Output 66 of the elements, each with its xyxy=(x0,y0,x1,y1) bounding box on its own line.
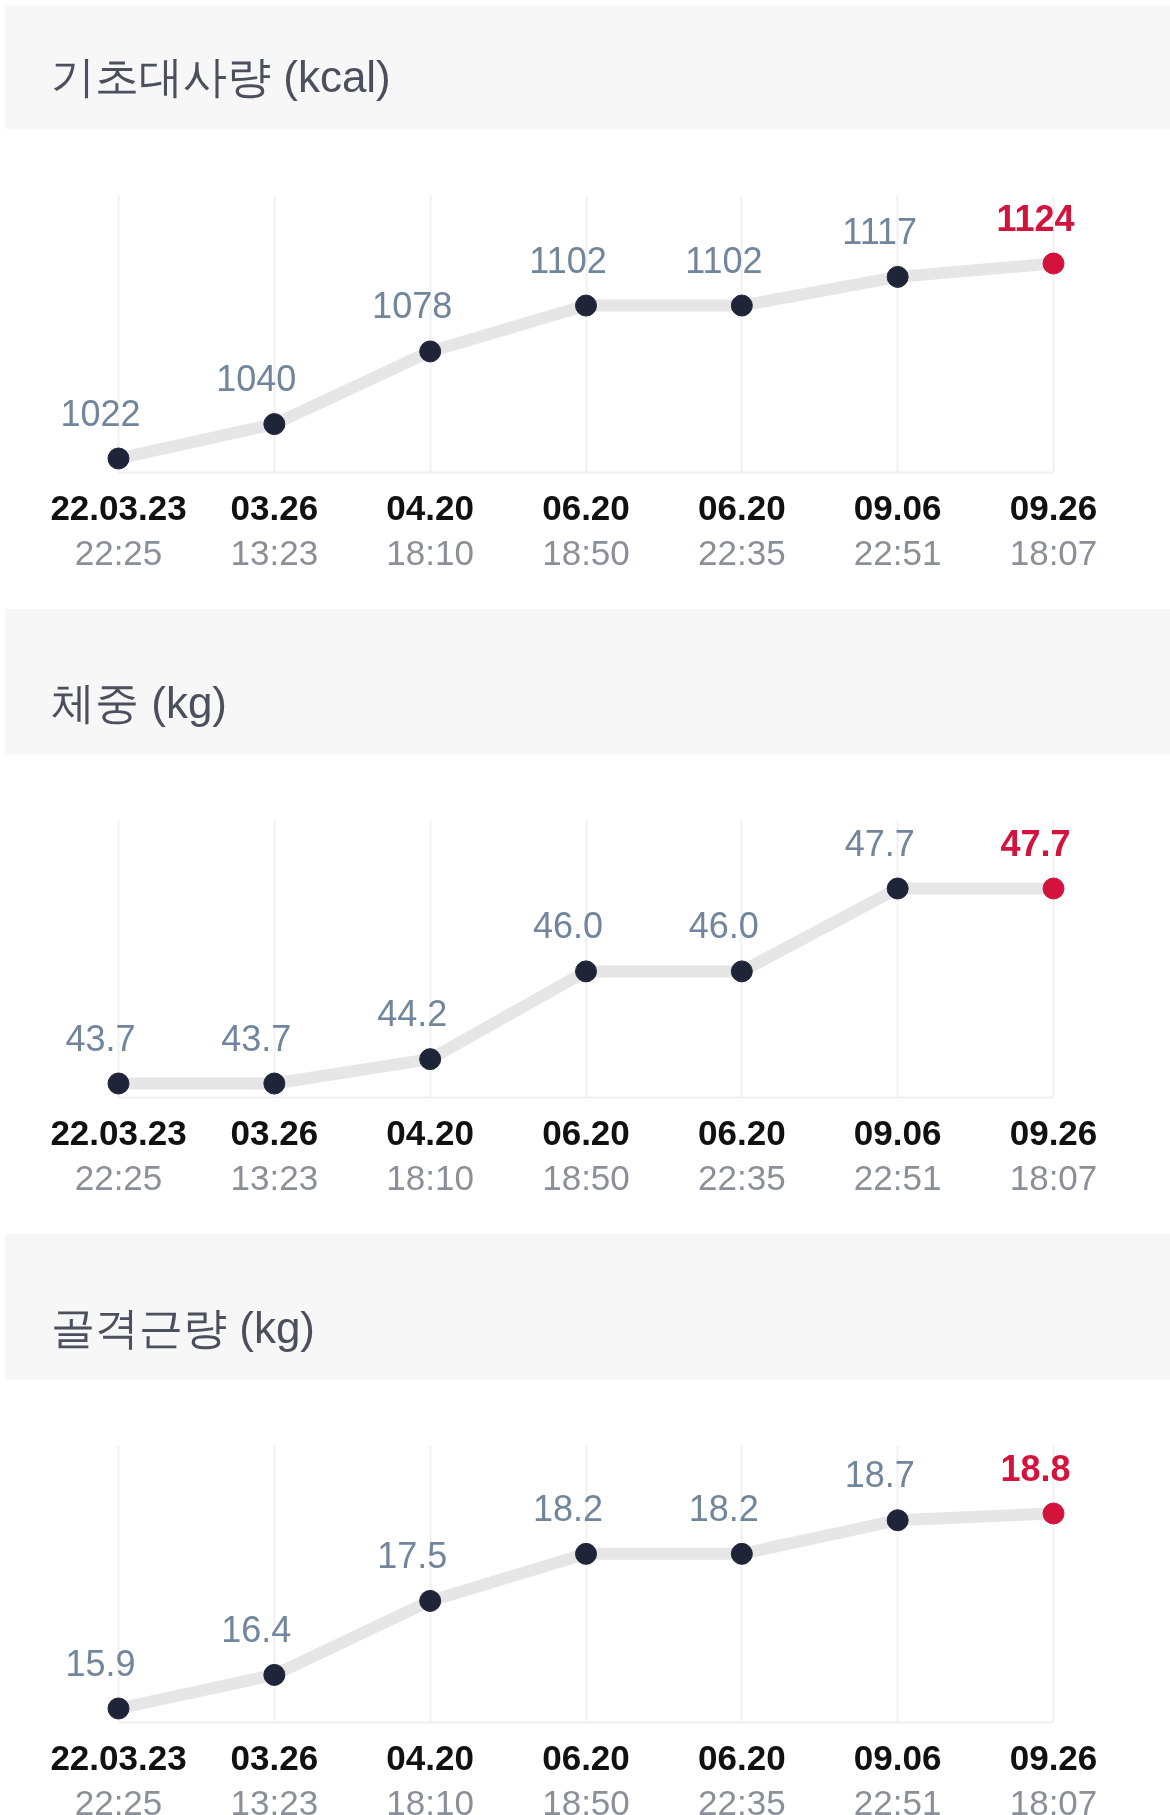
category-label: 09.06 22:51 xyxy=(853,487,942,572)
data-label: 1102 xyxy=(685,239,763,281)
point xyxy=(107,447,130,470)
category-label: 06.20 22:35 xyxy=(698,487,786,572)
data-label: 16.4 xyxy=(221,1608,292,1650)
category-label: 06.20 18:50 xyxy=(542,487,630,572)
point xyxy=(419,1048,442,1071)
point xyxy=(107,1072,130,1095)
point xyxy=(730,1542,753,1565)
data-label: 18.2 xyxy=(532,1487,604,1529)
data-label: 1124 xyxy=(996,197,1075,239)
data-label: 18.7 xyxy=(844,1454,915,1496)
data-label: 44.2 xyxy=(377,993,448,1035)
data-label: 47.7 xyxy=(844,822,915,864)
category-label: 09.26 18:07 xyxy=(1009,1737,1098,1815)
point xyxy=(575,960,597,983)
point xyxy=(575,294,597,317)
category-label: 04.20 18:10 xyxy=(386,1112,474,1197)
data-label: 1102 xyxy=(529,239,607,281)
data-label: 18.2 xyxy=(688,1487,759,1529)
point xyxy=(1042,1502,1065,1525)
data-label: 1022 xyxy=(60,392,141,434)
data-label: 1040 xyxy=(216,358,297,400)
point xyxy=(1042,252,1065,275)
point xyxy=(886,265,909,288)
data-label: 47.7 xyxy=(1000,822,1071,864)
data-label: 18.8 xyxy=(1000,1447,1071,1489)
point xyxy=(730,294,753,317)
data-label: 43.7 xyxy=(221,1017,292,1059)
category-label: 04.20 18:10 xyxy=(386,487,474,572)
category-label: 09.26 18:07 xyxy=(1009,1112,1098,1197)
data-label: 1117 xyxy=(842,210,918,252)
point xyxy=(575,1542,597,1565)
point xyxy=(886,877,909,900)
category-label: 22.03.23 22:25 xyxy=(50,487,187,572)
data-label: 46.0 xyxy=(688,905,759,947)
point xyxy=(419,340,442,363)
point xyxy=(263,1663,286,1686)
data-label: 1078 xyxy=(372,285,453,327)
data-label: 46.0 xyxy=(532,905,604,947)
point xyxy=(419,1589,442,1612)
category-label: 09.26 18:07 xyxy=(1009,487,1098,572)
category-label: 03.26 13:23 xyxy=(230,1112,319,1197)
category-label: 06.20 22:35 xyxy=(698,1737,786,1815)
category-label: 03.26 13:23 xyxy=(230,1737,319,1815)
category-label: 22.03.23 22:25 xyxy=(50,1737,187,1815)
point xyxy=(263,1072,286,1095)
category-label: 22.03.23 22:25 xyxy=(50,1112,187,1197)
category-label: 03.26 13:23 xyxy=(230,487,319,572)
point xyxy=(886,1509,909,1532)
category-label: 06.20 22:35 xyxy=(698,1112,786,1197)
category-label: 06.20 18:50 xyxy=(542,1112,630,1197)
category-label: 09.06 22:51 xyxy=(853,1737,942,1815)
category-label: 06.20 18:50 xyxy=(542,1737,630,1815)
point xyxy=(263,413,286,436)
point xyxy=(107,1697,130,1720)
data-label: 15.9 xyxy=(65,1642,136,1684)
chart-title: 골격근량 (kg) xyxy=(51,1303,315,1352)
point xyxy=(730,960,753,983)
chart-title: 체중 (kg) xyxy=(51,678,227,727)
point xyxy=(1042,877,1065,900)
chart-title: 기초대사량 (kcal) xyxy=(51,52,391,101)
category-label: 04.20 18:10 xyxy=(386,1737,474,1815)
category-label: 09.06 22:51 xyxy=(853,1112,942,1197)
data-label: 43.7 xyxy=(65,1017,136,1059)
data-label: 17.5 xyxy=(377,1534,448,1576)
